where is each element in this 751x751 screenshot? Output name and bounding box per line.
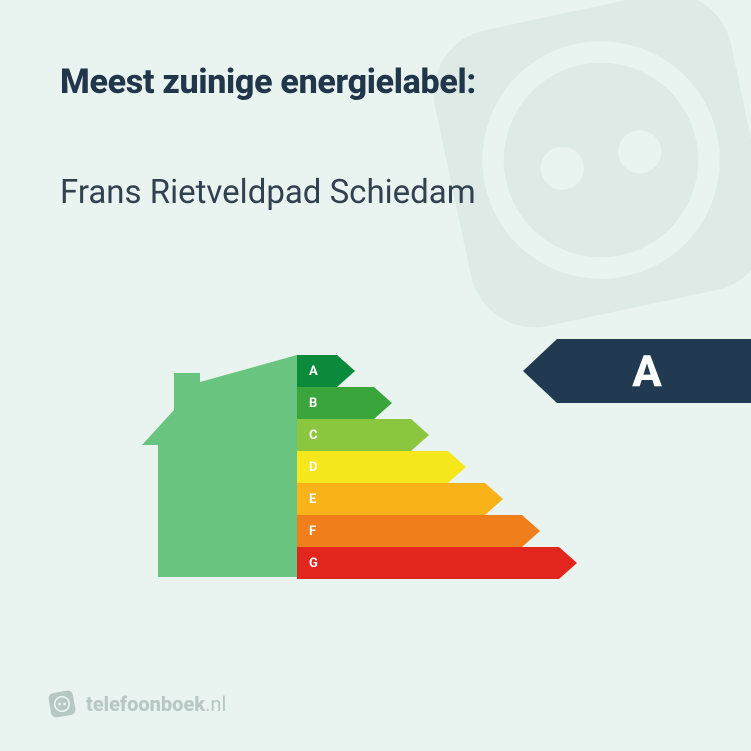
energy-bar-arrow	[448, 451, 466, 483]
brand-logo-icon	[48, 690, 76, 718]
footer-brand: telefoonboek.nl	[48, 690, 226, 718]
energy-bar-label: E	[297, 483, 485, 515]
energy-bar-arrow	[485, 483, 503, 515]
energy-bar-arrow	[337, 355, 355, 387]
energy-bar-arrow	[522, 515, 540, 547]
energy-bar-label: G	[297, 547, 559, 579]
energy-bar-label: A	[297, 355, 337, 387]
house-icon	[142, 355, 297, 577]
selected-rating-arrow	[523, 339, 557, 403]
energy-bar-label: D	[297, 451, 448, 483]
energy-bar-arrow	[374, 387, 392, 419]
address-line: Frans Rietveldpad Schiedam	[60, 173, 476, 212]
energy-bar-label: F	[297, 515, 522, 547]
brand-text: telefoonboek.nl	[86, 692, 226, 716]
brand-name-suffix: .nl	[205, 692, 226, 716]
energy-bar-c: C	[297, 419, 577, 451]
page-title: Meest zuinige energielabel:	[60, 62, 476, 102]
energy-bar-arrow	[411, 419, 429, 451]
selected-rating-letter: A	[557, 339, 751, 403]
energy-bar-f: F	[297, 515, 577, 547]
energy-bar-label: C	[297, 419, 411, 451]
energy-bar-d: D	[297, 451, 577, 483]
energy-bar-arrow	[559, 547, 577, 579]
energy-bar-g: G	[297, 547, 577, 579]
energy-bar-label: B	[297, 387, 374, 419]
energy-bar-e: E	[297, 483, 577, 515]
selected-rating-badge: A	[523, 339, 751, 403]
brand-name-bold: telefoonboek	[86, 692, 205, 716]
energy-label-graphic: ABCDEFG A	[142, 355, 612, 595]
